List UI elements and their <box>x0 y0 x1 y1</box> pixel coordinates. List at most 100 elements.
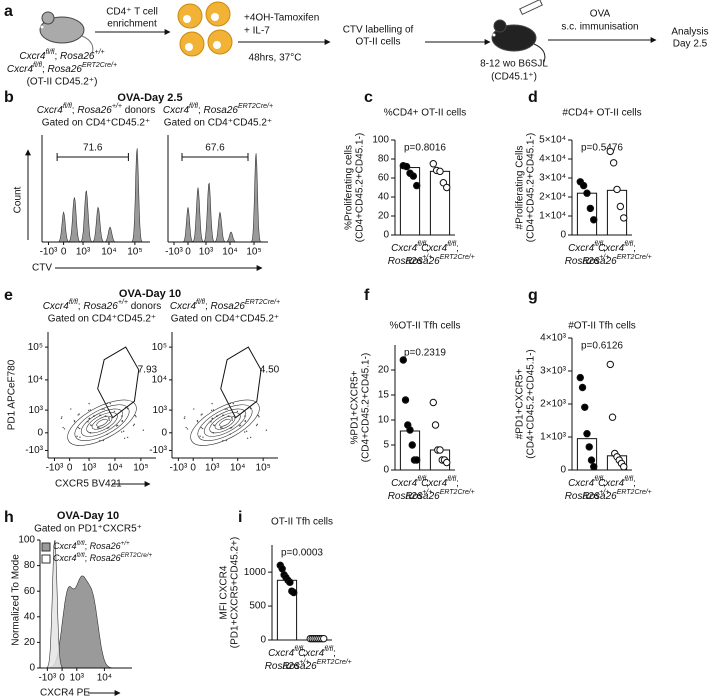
gate <box>220 346 262 419</box>
event-dot <box>193 408 195 410</box>
genotype: Cxcr4fl/fl; Rosa26ERT2Cre/+ <box>7 62 117 75</box>
y-tick-label: 10⁴ <box>28 375 43 386</box>
data-point <box>583 189 591 197</box>
genotype-superscript: fl/fl <box>46 49 55 56</box>
genotype-superscript: fl/fl <box>624 241 633 248</box>
contour <box>214 415 236 430</box>
genotype-text: Cxcr4 <box>163 105 190 116</box>
event-dot <box>62 426 64 429</box>
y-tick-label: 0 <box>161 427 167 438</box>
histogram <box>42 148 150 243</box>
event-dot <box>120 415 123 417</box>
genotype-text: ; <box>303 648 306 659</box>
event-dot <box>249 436 252 439</box>
bar <box>576 192 598 236</box>
event-dot <box>213 424 216 427</box>
chart-title: OT-II Tfh cells <box>271 517 333 528</box>
event-dot <box>201 427 204 430</box>
genotype-superscript: ERT2Cre/+ <box>617 489 652 496</box>
genotype: Cxcr4fl/fl; Rosa26+/+ donors <box>43 299 162 312</box>
y-tick-label: 0 <box>560 465 566 476</box>
event-dot <box>255 424 258 427</box>
y-tick-label: 1×10⁴ <box>539 211 566 222</box>
contour <box>74 404 130 441</box>
event-dot <box>109 402 111 405</box>
data-point <box>443 183 451 192</box>
panel-title: OVA-Day 10 <box>57 510 119 522</box>
data-point <box>578 383 587 392</box>
chart-title: #CD4+ OT-II cells <box>562 108 641 119</box>
label: Gated on CD4⁺CD45.2⁺ <box>48 314 156 325</box>
contour <box>197 404 253 441</box>
bar <box>606 189 628 236</box>
genotype-text: donors <box>128 301 161 312</box>
y-axis-label: (CD4+CD45.2+CD45.1-) <box>361 353 372 463</box>
data-point <box>620 214 628 222</box>
genotype-superscript: fl/fl <box>417 476 426 483</box>
label: enrichment <box>107 19 157 30</box>
genotype-text: ; <box>456 243 459 254</box>
genotype-text: Rosa26 <box>45 64 83 75</box>
genotype: Cxcr4fl/fl; <box>391 476 429 489</box>
event-dot <box>78 427 81 430</box>
data-point <box>436 167 444 176</box>
event-dot <box>200 427 203 429</box>
legend-swatch <box>41 542 51 552</box>
y-tick-label: 0 <box>260 635 266 646</box>
y-tick-label: 10 <box>378 415 390 426</box>
event-dot <box>116 424 119 427</box>
genotype-text: ; <box>426 478 429 489</box>
y-tick-label: 0 <box>37 427 43 438</box>
data-point <box>613 185 621 194</box>
genotype-text: ; <box>42 64 45 75</box>
contour <box>219 418 231 427</box>
genotype-text: ; <box>198 105 201 116</box>
event-dot <box>256 423 259 426</box>
y-tick-label: 10⁵ <box>152 342 167 353</box>
y-tick-label: 1×10³ <box>540 432 567 443</box>
genotype-text: ; <box>54 51 57 62</box>
legend-swatch <box>41 554 51 564</box>
panel-letter: g <box>528 287 538 304</box>
genotype: Cxcr4fl/fl; Rosa26ERT2Cre/+ <box>163 103 273 116</box>
event-dot <box>78 413 80 415</box>
event-dot <box>88 402 90 405</box>
x-tick-label: 0 <box>190 463 196 474</box>
event-dot <box>73 420 76 423</box>
x-tick-label: 10⁴ <box>222 247 237 258</box>
genotype-text: ; <box>205 301 208 312</box>
y-tick-label: 60 <box>378 173 390 184</box>
genotype-superscript: ERT2Cre/+ <box>245 299 280 306</box>
y-axis-label: %Proliferating cells <box>344 145 355 230</box>
genotype-text: Rosa26 <box>282 661 317 672</box>
panel-letter: d <box>528 89 538 106</box>
event-dot <box>246 437 249 440</box>
genotype-superscript: ERT2Cre/+ <box>238 103 273 110</box>
cell-nucleus <box>185 43 193 51</box>
gate-percent: 71.6 <box>83 143 103 154</box>
y-tick-label: 10⁴ <box>152 375 167 386</box>
y-axis-label: Normalized To Mode <box>11 554 22 646</box>
x-tick-label: -10³ <box>165 247 183 258</box>
genotype: Rosa26+/+ <box>388 489 433 502</box>
data-point <box>408 441 416 449</box>
genotype-text: Rosa26 <box>57 51 95 62</box>
y-axis-label: #Proliferating Cells <box>515 146 526 230</box>
genotype-text: Rosa26 <box>208 301 246 312</box>
data-point <box>581 403 589 411</box>
cell <box>177 3 203 29</box>
event-dot <box>257 414 260 417</box>
genotype-text: ; <box>633 478 636 489</box>
genotype-superscript: ERT2Cre/+ <box>440 489 475 496</box>
x-tick-label: 10⁵ <box>133 463 148 474</box>
y-tick-label: 4×10³ <box>540 333 567 344</box>
event-dot <box>121 420 124 422</box>
y-tick-label: 0 <box>29 663 35 674</box>
genotype-superscript: ERT2Cre/+ <box>617 254 652 261</box>
x-tick-label: 10⁵ <box>256 463 271 474</box>
genotype-text: ; <box>633 243 636 254</box>
genotype-superscript: +/+ <box>94 49 104 56</box>
genotype: Cxcr4fl/fl; <box>391 241 429 254</box>
y-axis-label: Count <box>13 186 24 213</box>
